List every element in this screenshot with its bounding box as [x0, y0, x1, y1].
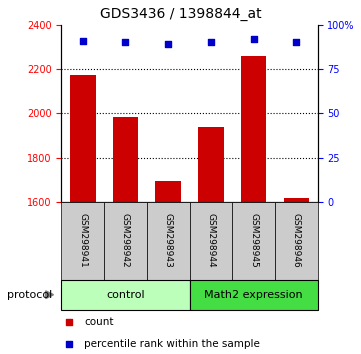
Bar [70, 75, 96, 202]
Bar [61, 202, 104, 280]
Text: GSM298944: GSM298944 [206, 213, 216, 268]
Point [123, 40, 129, 45]
Text: Math2 expression: Math2 expression [204, 290, 303, 300]
Bar [275, 202, 318, 280]
Text: GDS3436 / 1398844_at: GDS3436 / 1398844_at [100, 7, 261, 21]
Text: GSM298943: GSM298943 [164, 213, 173, 268]
Bar [190, 280, 318, 310]
Point [293, 40, 299, 45]
Bar [155, 181, 181, 202]
Text: count: count [84, 317, 114, 327]
Bar [198, 126, 224, 202]
Bar [232, 202, 275, 280]
Bar [190, 202, 232, 280]
Point [208, 40, 214, 45]
Text: GSM298941: GSM298941 [78, 213, 87, 268]
Bar [283, 198, 309, 202]
Point [165, 41, 171, 47]
Bar [104, 202, 147, 280]
Bar [61, 280, 190, 310]
Text: percentile rank within the sample: percentile rank within the sample [84, 339, 260, 349]
Bar [147, 202, 190, 280]
Text: protocol: protocol [7, 290, 52, 300]
Point [80, 38, 86, 44]
Text: GSM298942: GSM298942 [121, 213, 130, 268]
Point [66, 341, 72, 347]
Point [251, 36, 256, 42]
Text: control: control [106, 290, 145, 300]
Bar [241, 56, 266, 202]
Text: GSM298945: GSM298945 [249, 213, 258, 268]
Bar [113, 117, 138, 202]
Point [66, 319, 72, 325]
Text: GSM298946: GSM298946 [292, 213, 301, 268]
